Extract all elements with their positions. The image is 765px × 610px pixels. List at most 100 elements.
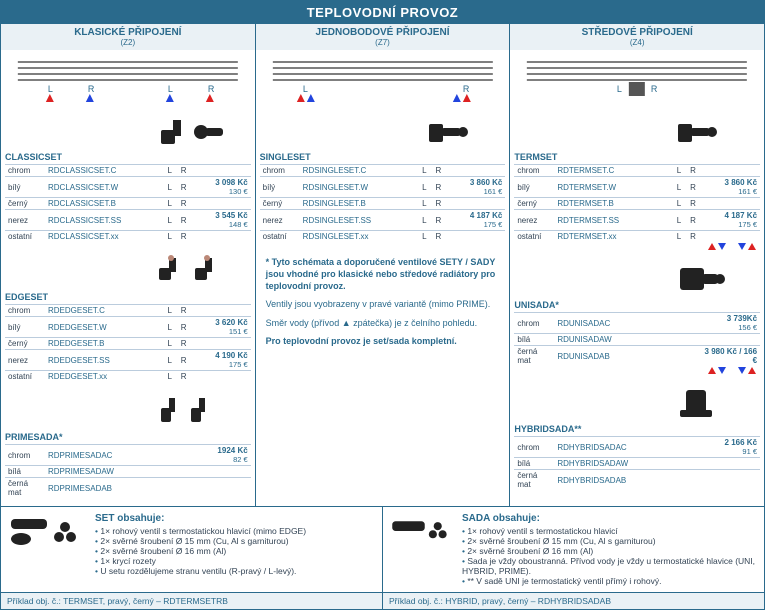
main-header: TEPLOVODNÍ PROVOZ — [1, 1, 764, 24]
table-row: bílýRDCLASSICSET.WLR3 098 Kč130 € — [5, 177, 251, 198]
subhead-z: (Z2) — [1, 38, 255, 47]
product-image — [5, 250, 251, 292]
product-title: SINGLESET — [260, 152, 506, 162]
svg-text:L: L — [168, 84, 173, 94]
sub-headers: KLASICKÉ PŘIPOJENÍ (Z2) JEDNOBODOVÉ PŘIP… — [1, 24, 764, 50]
note-line: Ventily jsou vyobrazeny v pravé variantě… — [266, 298, 500, 310]
product-classicset: CLASSICSET chromRDCLASSICSET.CLRbílýRDCL… — [5, 110, 251, 242]
list-item: Sada je vždy oboustranná. Přívod vody je… — [462, 556, 758, 576]
table-row: chromRDHYBRIDSADAC2 166 Kč91 € — [514, 437, 760, 458]
list-item: 1× rohový ventil s termostatickou hlavic… — [462, 526, 758, 536]
product-hybridsada: HYBRIDSADA** chromRDHYBRIDSADAC2 166 Kč9… — [514, 382, 760, 490]
table-row: nerezRDEDGESET.SSLR4 190 Kč175 € — [5, 350, 251, 371]
table-row: černýRDSINGLESET.BLR — [260, 198, 506, 210]
flow-arrows — [514, 242, 760, 250]
product-image — [514, 110, 760, 152]
product-title: UNISADA* — [514, 300, 760, 310]
variants-table: chromRDUNISADAC3 739Kč156 €bíláRDUNISADA… — [514, 312, 760, 366]
product-edgeset: EDGESET chromRDEDGESET.CLRbílýRDEDGESET.… — [5, 250, 251, 382]
table-row: chromRDUNISADAC3 739Kč156 € — [514, 313, 760, 334]
svg-text:L: L — [303, 84, 308, 94]
list-item: 2× svěrné šroubení Ø 16 mm (Al) — [95, 546, 306, 556]
list-item: ** V sadě UNI je termostatický ventil př… — [462, 576, 758, 586]
table-row: černýRDEDGESET.BLR — [5, 338, 251, 350]
radiator-diagram: L R — [260, 54, 506, 104]
table-row: chromRDEDGESET.CLR — [5, 305, 251, 317]
sada-parts-icon — [389, 513, 454, 549]
product-primesada: PRIMESADA* chromRDPRIMESADAC1924 Kč82 €b… — [5, 390, 251, 498]
variants-table: chromRDSINGLESET.CLRbílýRDSINGLESET.WLR3… — [260, 164, 506, 242]
subhead-stredove: STŘEDOVÉ PŘIPOJENÍ (Z4) — [510, 24, 764, 50]
svg-text:L: L — [617, 84, 622, 94]
product-title: EDGESET — [5, 292, 251, 302]
product-singleset: SINGLESET chromRDSINGLESET.CLRbílýRDSING… — [260, 110, 506, 242]
svg-text:R: R — [88, 84, 95, 94]
col-jednobodove: L R SINGLESET chromRDSINGLESET.CLRbílýRD… — [256, 50, 511, 506]
product-termset: TERMSET chromRDTERMSET.CLRbílýRDTERMSET.… — [514, 110, 760, 250]
table-row: černá matRDUNISADAB3 980 Kč / 166 € — [514, 346, 760, 367]
subhead-title: STŘEDOVÉ PŘIPOJENÍ — [582, 27, 693, 38]
table-row: černá matRDPRIMESADAB — [5, 478, 251, 499]
note-line: Směr vody (přívod ▲ zpátečka) je z čelní… — [266, 317, 500, 329]
sada-box: SADA obsahuje: 1× rohový ventil s termos… — [383, 507, 764, 592]
table-row: chromRDSINGLESET.CLR — [260, 165, 506, 177]
product-image — [5, 390, 251, 432]
note-bold-end: Pro teplovodní provoz je set/sada komple… — [266, 336, 457, 346]
list-item: 2× svěrné šroubení Ø 15 mm (Cu, Al s gar… — [95, 536, 306, 546]
variants-table: chromRDEDGESET.CLRbílýRDEDGESET.WLR3 620… — [5, 304, 251, 382]
table-row: bílýRDEDGESET.WLR3 620 Kč151 € — [5, 317, 251, 338]
table-row: nerezRDTERMSET.SSLR4 187 Kč175 € — [514, 210, 760, 231]
svg-text:R: R — [463, 84, 470, 94]
note-bold: * Tyto schémata a doporučené ventilové S… — [266, 257, 496, 291]
variants-table: chromRDTERMSET.CLRbílýRDTERMSET.WLR3 860… — [514, 164, 760, 242]
subhead-jednobodove: JEDNOBODOVÉ PŘIPOJENÍ (Z7) — [256, 24, 511, 50]
list-item: 1× krycí rozety — [95, 556, 306, 566]
sada-list: 1× rohový ventil s termostatickou hlavic… — [462, 526, 758, 586]
product-image — [5, 110, 251, 152]
product-title: CLASSICSET — [5, 152, 251, 162]
table-row: černýRDCLASSICSET.BLR — [5, 198, 251, 210]
set-parts-icon — [7, 513, 87, 549]
table-row: chromRDTERMSET.CLR — [514, 165, 760, 177]
radiator-diagram: L R — [514, 54, 760, 104]
table-row: černýRDTERMSET.BLR — [514, 198, 760, 210]
variants-table: chromRDHYBRIDSADAC2 166 Kč91 €bíláRDHYBR… — [514, 436, 760, 490]
table-row: bíláRDPRIMESADAW — [5, 466, 251, 478]
radiator-diagram: L R L R — [5, 54, 251, 104]
product-unisada: UNISADA* chromRDUNISADAC3 739Kč156 €bílá… — [514, 258, 760, 374]
table-row: ostatníRDCLASSICSET.xxLR — [5, 231, 251, 243]
set-title: SET obsahuje: — [95, 513, 306, 524]
product-image — [260, 110, 506, 152]
set-box: SET obsahuje: 1× rohový ventil s termost… — [1, 507, 383, 592]
product-image — [514, 258, 760, 300]
list-item: U setu rozdělujeme stranu ventilu (R-pra… — [95, 566, 306, 576]
col-stredove: L R TERMSET chromRDTERMSET.CLRbílýRDTERM… — [510, 50, 764, 506]
svg-text:L: L — [48, 84, 53, 94]
table-row: bílýRDSINGLESET.WLR3 860 Kč161 € — [260, 177, 506, 198]
col-klasicke: L R L R CLASSICSET chromRDCLASSICSET.CLR… — [1, 50, 256, 506]
table-row: ostatníRDSINGLESET.xxLR — [260, 231, 506, 243]
list-item: 1× rohový ventil s termostatickou hlavic… — [95, 526, 306, 536]
variants-table: chromRDCLASSICSET.CLRbílýRDCLASSICSET.WL… — [5, 164, 251, 242]
middle-notes: * Tyto schémata a doporučené ventilové S… — [260, 250, 506, 359]
table-row: nerezRDSINGLESET.SSLR4 187 Kč175 € — [260, 210, 506, 231]
table-row: ostatníRDEDGESET.xxLR — [5, 371, 251, 383]
subhead-title: JEDNOBODOVÉ PŘIPOJENÍ — [316, 27, 450, 38]
table-row: bíláRDHYBRIDSADAW — [514, 458, 760, 470]
table-row: chromRDCLASSICSET.CLR — [5, 165, 251, 177]
subhead-title: KLASICKÉ PŘIPOJENÍ — [74, 27, 181, 38]
list-item: 2× svěrné šroubení Ø 15 mm (Cu, Al s gar… — [462, 536, 758, 546]
variants-table: chromRDPRIMESADAC1924 Kč82 €bíláRDPRIMES… — [5, 444, 251, 498]
svg-text:R: R — [651, 84, 658, 94]
product-title: PRIMESADA* — [5, 432, 251, 442]
table-row: černá matRDHYBRIDSADAB — [514, 470, 760, 491]
subhead-z: (Z4) — [510, 38, 764, 47]
flow-arrows — [514, 366, 760, 374]
footer-example-l: Příklad obj. č.: TERMSET, pravý, černý –… — [1, 592, 383, 609]
list-item: 2× svěrné šroubení Ø 16 mm (Al) — [462, 546, 758, 556]
table-row: bílýRDTERMSET.WLR3 860 Kč161 € — [514, 177, 760, 198]
product-image — [514, 382, 760, 424]
product-title: HYBRIDSADA** — [514, 424, 760, 434]
table-row: chromRDPRIMESADAC1924 Kč82 € — [5, 445, 251, 466]
product-title: TERMSET — [514, 152, 760, 162]
